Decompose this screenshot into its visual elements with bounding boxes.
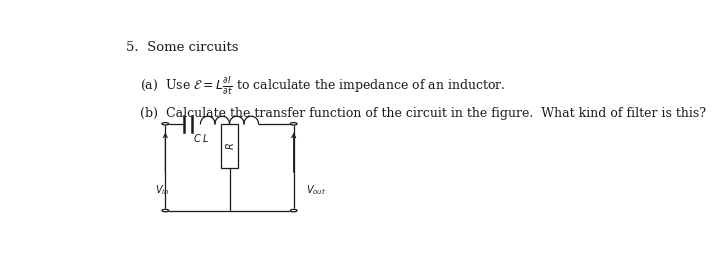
Text: (b)  Calculate the transfer function of the circuit in the figure.  What kind of: (b) Calculate the transfer function of t…: [140, 107, 706, 120]
Text: 5.  Some circuits: 5. Some circuits: [126, 41, 239, 54]
Text: (a)  Use $\mathcal{E} = L\frac{\partial I}{\partial t}$ to calculate the impedan: (a) Use $\mathcal{E} = L\frac{\partial I…: [140, 75, 506, 97]
Text: $C$: $C$: [193, 132, 202, 144]
Text: $R$: $R$: [223, 142, 235, 150]
Circle shape: [162, 209, 168, 212]
Text: $V_{in}$: $V_{in}$: [156, 183, 170, 197]
Circle shape: [162, 123, 168, 125]
FancyBboxPatch shape: [221, 124, 238, 168]
Text: $L$: $L$: [202, 132, 209, 144]
Circle shape: [290, 123, 297, 125]
Text: $V_{out}$: $V_{out}$: [306, 183, 326, 197]
Circle shape: [290, 209, 297, 212]
